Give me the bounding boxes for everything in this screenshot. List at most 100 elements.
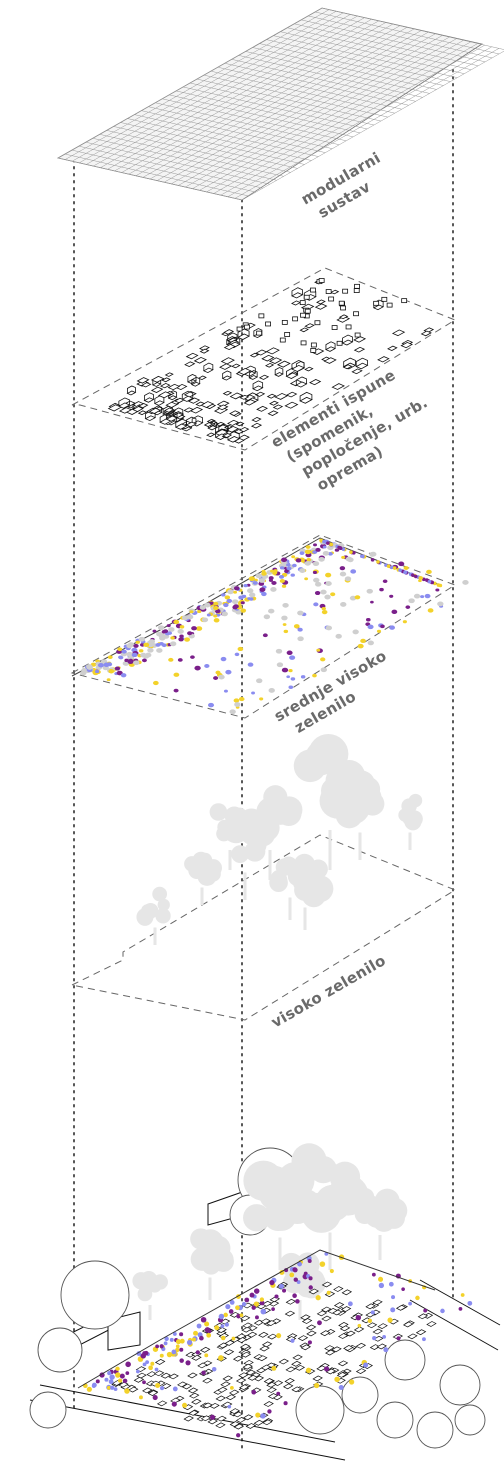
shrub-dot (282, 668, 288, 673)
modular-grid-layer: modularni sustav (58, 8, 504, 226)
shrub-dot (177, 629, 183, 634)
shrub-dot (382, 1335, 386, 1339)
shrub-dot (282, 603, 288, 608)
shrub-dot (379, 1283, 384, 1288)
shrub-dot (230, 1386, 234, 1390)
fill-block (274, 405, 283, 409)
shrub-dot (274, 1294, 278, 1298)
shrub-dot (179, 1358, 183, 1362)
shrub-dot (440, 1309, 445, 1314)
fill-block-scattered (374, 301, 379, 305)
shrub-dot (371, 1310, 375, 1314)
paving-block (260, 1346, 269, 1351)
shrub-dot (149, 639, 155, 644)
shrub-dot (422, 1337, 426, 1341)
tree-crown (140, 1271, 157, 1288)
shrub-dot (229, 1309, 234, 1314)
shrub-dot (173, 673, 179, 677)
shrub-dot (214, 1325, 219, 1330)
shrub-dot (249, 576, 255, 581)
shrub-dot (320, 657, 325, 661)
shrub-dot (235, 653, 240, 657)
fill-block-scattered (285, 332, 290, 336)
shrub-dot (330, 543, 334, 547)
shrub-dot (180, 625, 185, 628)
shrub-dot (155, 1368, 159, 1372)
shrub-dot (172, 1402, 177, 1407)
outline-tree (61, 1261, 129, 1329)
paving-block (342, 1290, 351, 1295)
fill-block (238, 334, 249, 340)
paving-block (307, 1331, 316, 1336)
shrub-dot (179, 1348, 183, 1352)
shrub-dot (240, 1313, 244, 1317)
paving-block (226, 1395, 235, 1400)
fill-block-scattered (244, 325, 249, 329)
shrub-dot (435, 589, 439, 592)
paving-block (322, 1316, 331, 1321)
fill-elements-layer: elementi ispune (spomenik, popločenje, u… (72, 268, 455, 503)
shrub-dot (182, 1403, 187, 1408)
paving-block (286, 1299, 295, 1304)
shrub-dot (269, 579, 273, 582)
paving-block (284, 1384, 293, 1389)
shrub-dot (153, 630, 157, 633)
paving-block (338, 1361, 347, 1366)
paving-block (357, 1369, 366, 1374)
shrub-dot (315, 548, 320, 552)
paving-block (378, 1324, 387, 1329)
shrub-dot (294, 624, 300, 628)
composite-site-layer (30, 1143, 500, 1460)
shrub-dot (393, 566, 397, 570)
shrub-dot (390, 1307, 395, 1312)
shrub-dot (308, 1259, 312, 1263)
fill-block-scattered (282, 320, 287, 324)
shrub-dot (104, 1378, 108, 1382)
projection-lines (74, 70, 453, 1450)
shrub-dot (232, 1337, 236, 1341)
fill-block (317, 300, 325, 304)
paving-block (158, 1401, 167, 1406)
fill-block-scattered (310, 288, 315, 292)
shrub-dot (126, 643, 132, 648)
paving-block (192, 1355, 201, 1360)
tree-trunk (359, 833, 362, 861)
shrub-dot (189, 610, 193, 613)
shrub-dot (253, 581, 258, 585)
shrub-dot (214, 618, 220, 622)
paving-block (417, 1330, 426, 1335)
fill-block (256, 392, 265, 396)
fill-block (139, 411, 147, 415)
tree-trunk (289, 898, 292, 921)
outline-tree (342, 1377, 378, 1413)
shrub-dot (276, 1333, 281, 1338)
fill-block (257, 406, 267, 411)
fill-block-scattered (326, 290, 331, 294)
shrub-dot (107, 662, 112, 666)
shrub-dot (314, 1383, 319, 1388)
shrub-dot (330, 592, 335, 596)
tree-trunk (269, 850, 272, 880)
shrub-dot (241, 601, 245, 604)
fill-block (292, 293, 303, 298)
shrub-dot (396, 1336, 400, 1340)
shrub-dot (312, 674, 317, 677)
shrub-dot (391, 610, 397, 614)
paving-block (313, 1376, 322, 1381)
tree-trunk (209, 1278, 212, 1301)
shrub-dot (323, 546, 327, 549)
shrub-dot (270, 587, 276, 592)
fill-block (316, 304, 327, 309)
shrub-dot (244, 1298, 249, 1303)
shrub-dot (389, 595, 393, 598)
shrub-dot (233, 604, 239, 608)
shrub-dot (202, 617, 208, 622)
shrub-dot (168, 627, 174, 632)
shrub-dot (401, 1287, 405, 1291)
shrub-dot (223, 603, 228, 607)
shrub-dot (387, 564, 391, 568)
fill-block (152, 387, 163, 392)
shrub-dot (184, 637, 190, 641)
fill-block-scattered (305, 309, 310, 313)
paving-block (137, 1373, 146, 1378)
